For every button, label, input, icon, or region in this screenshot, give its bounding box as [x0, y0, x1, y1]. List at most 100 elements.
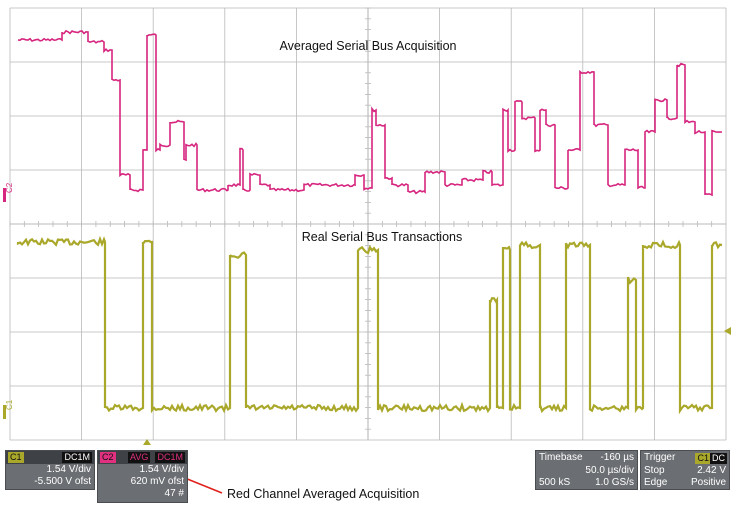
grid-dot	[181, 169, 183, 171]
grid-dot	[567, 115, 569, 117]
grid-dot	[167, 331, 169, 333]
grid-dot	[52, 169, 54, 171]
c2-coupling-tag: DC1M	[155, 452, 185, 463]
grid-dot	[252, 115, 254, 117]
grid-dot	[553, 61, 555, 63]
grid-dot	[23, 277, 25, 279]
grid-dot	[124, 277, 126, 279]
grid-dot	[95, 331, 97, 333]
grid-dot	[525, 331, 527, 333]
grid-dot	[711, 61, 713, 63]
grid-dot	[338, 331, 340, 333]
grid-dot	[424, 277, 426, 279]
grid-dot	[281, 331, 283, 333]
grid-dot	[38, 115, 40, 117]
grid-dot	[167, 61, 169, 63]
timebase-label: Timebase	[539, 452, 583, 463]
c2-box-label: C2	[100, 452, 116, 463]
grid-dot	[38, 169, 40, 171]
grid-dot	[596, 385, 598, 387]
trigger-label: Trigger	[644, 452, 676, 463]
grid-dot	[353, 385, 355, 387]
grid-dot	[338, 169, 340, 171]
grid-dot	[453, 169, 455, 171]
grid-dot	[482, 331, 484, 333]
grid-dot	[181, 277, 183, 279]
grid-dot	[381, 277, 383, 279]
grid-dot	[610, 115, 612, 117]
trigger-position-marker[interactable]	[143, 439, 151, 445]
trigger-box[interactable]: Trigger C1 DC Stop 2.42 V Edge Positive	[640, 450, 730, 490]
grid-dot	[567, 331, 569, 333]
timebase-box[interactable]: Timebase -160 µs 50.0 µs/div 500 kS 1.0 …	[535, 450, 638, 490]
grid-dot	[209, 277, 211, 279]
c1-channel-marker[interactable]: C1	[3, 399, 14, 419]
grid-dot	[682, 61, 684, 63]
grid-dot	[682, 385, 684, 387]
grid-dot	[553, 331, 555, 333]
grid-dot	[195, 385, 197, 387]
grid-dot	[381, 331, 383, 333]
grid-dot	[38, 331, 40, 333]
grid-dot	[596, 277, 598, 279]
grid-dot	[281, 277, 283, 279]
trigger-level-marker[interactable]	[724, 327, 731, 335]
c2-channel-marker[interactable]: C2	[3, 182, 14, 202]
top-trace-title: Averaged Serial Bus Acquisition	[280, 39, 457, 53]
grid-dot	[238, 277, 240, 279]
grid-dot	[66, 331, 68, 333]
grid-dot	[410, 277, 412, 279]
grid-dot	[324, 331, 326, 333]
grid-dot	[238, 385, 240, 387]
grid-dot	[124, 385, 126, 387]
grid-dot	[639, 385, 641, 387]
grid-dot	[639, 277, 641, 279]
grid-dot	[310, 277, 312, 279]
grid-dot	[381, 385, 383, 387]
grid-dot	[209, 385, 211, 387]
grid-dot	[124, 115, 126, 117]
c1-coupling-tag: DC1M	[62, 452, 92, 463]
c2-descriptor-box[interactable]: C2 AVG DC1M 1.54 V/div 620 mV ofst 47 #	[97, 450, 188, 503]
grid-dot	[525, 115, 527, 117]
grid-dot	[396, 115, 398, 117]
grid-dot	[396, 385, 398, 387]
grid-dot	[610, 331, 612, 333]
timebase-rate: 1.0 GS/s	[595, 477, 634, 488]
grid-dot	[682, 169, 684, 171]
grid-dot	[267, 331, 269, 333]
c1-vdiv: 1.54 V/div	[46, 464, 91, 475]
grid-dot	[639, 61, 641, 63]
grid-dot	[596, 61, 598, 63]
grid-dot	[696, 385, 698, 387]
grid-dot	[238, 61, 240, 63]
grid-dot	[181, 385, 183, 387]
grid-dot	[66, 61, 68, 63]
grid-dot	[23, 331, 25, 333]
grid-dot	[668, 61, 670, 63]
grid-dot	[338, 115, 340, 117]
grid-dot	[338, 277, 340, 279]
grid-dot	[66, 277, 68, 279]
grid-dot	[66, 385, 68, 387]
trigger-level: 2.42 V	[697, 465, 726, 476]
grid-dot	[181, 331, 183, 333]
c1-descriptor-box[interactable]: C1 DC1M 1.54 V/div -5.500 V ofst	[5, 450, 95, 490]
grid-dot	[310, 169, 312, 171]
grid-dot	[52, 385, 54, 387]
timebase-delay: -160 µs	[600, 452, 634, 463]
trigger-slope: Positive	[690, 477, 726, 488]
grid-dot	[682, 331, 684, 333]
timebase-samples: 500 kS	[539, 477, 571, 488]
grid-dot	[567, 385, 569, 387]
grid-dot	[396, 61, 398, 63]
grid-dot	[668, 115, 670, 117]
grid-dot	[682, 115, 684, 117]
grid-dot	[281, 385, 283, 387]
grid-dot	[181, 115, 183, 117]
grid-dot	[267, 169, 269, 171]
grid-dot	[138, 385, 140, 387]
grid-dot	[424, 169, 426, 171]
grid-dot	[539, 61, 541, 63]
grid-dot	[238, 115, 240, 117]
